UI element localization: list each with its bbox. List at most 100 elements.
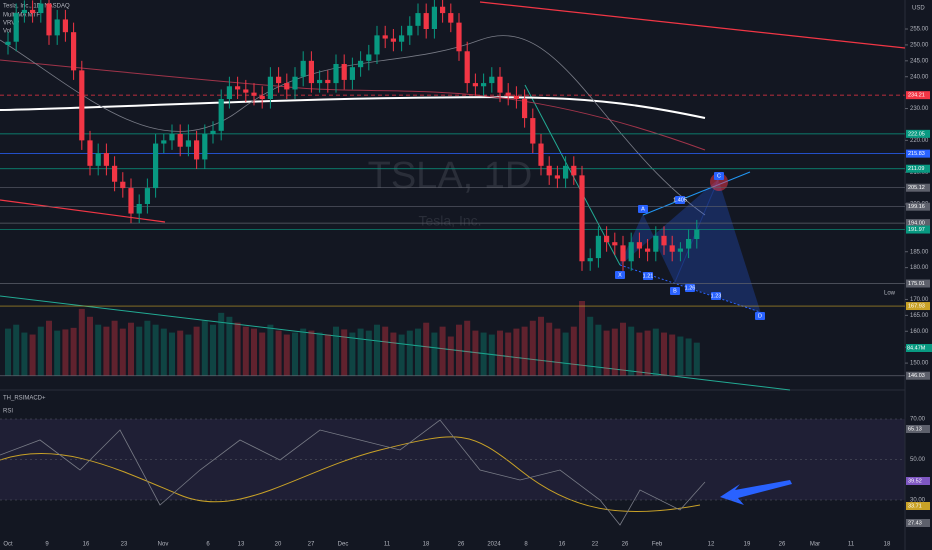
price-tag: [906, 371, 930, 380]
trend-line: [0, 199, 166, 223]
candle-body: [112, 165, 118, 182]
candle-body: [669, 245, 675, 252]
volume-bar: [226, 316, 233, 376]
moving-average: [0, 96, 706, 119]
candle-body: [300, 60, 306, 77]
candle-body: [194, 140, 200, 160]
volume-bar: [423, 322, 430, 376]
candle-body: [103, 153, 109, 166]
candle-body: [390, 38, 396, 42]
pattern-label-box: [755, 312, 765, 320]
volume-bar: [472, 330, 479, 376]
volume-bar: [275, 330, 282, 376]
candle-body: [169, 134, 175, 141]
candle-body: [38, 3, 44, 14]
pattern-label: X: [618, 272, 622, 278]
volume-bar: [333, 326, 339, 376]
candle-body: [95, 153, 101, 166]
candle-body: [46, 3, 52, 36]
volume-bar: [283, 334, 290, 376]
candle-body: [202, 134, 208, 160]
watermark-sub: Tesla, Inc.: [418, 213, 481, 229]
moving-average: [0, 59, 706, 151]
pattern-label-box: [685, 284, 695, 292]
candle-body: [21, 9, 27, 14]
volume-bar: [87, 316, 93, 376]
candle-body: [636, 242, 642, 249]
candle-body: [120, 181, 126, 189]
volume-bar: [562, 332, 569, 376]
volume-bar: [242, 326, 249, 376]
y-tick-label: 70.00: [910, 417, 926, 423]
trend-line: [479, 1, 906, 49]
x-tick-label: 27: [308, 542, 315, 548]
y-tick-label: 165.00: [910, 313, 929, 319]
volume-bar: [554, 328, 561, 376]
candle-body: [563, 165, 569, 179]
currency: USD: [912, 6, 925, 12]
candle-body: [464, 51, 470, 84]
y-tick-label: 250.00: [910, 42, 929, 48]
pattern-leg: [642, 171, 751, 216]
candle-body: [481, 83, 487, 87]
candle-body: [513, 95, 519, 99]
volume-bar: [611, 328, 618, 376]
volume-bar: [661, 332, 667, 376]
price-tag-label: 205.12: [908, 185, 925, 191]
candle-body: [530, 118, 536, 144]
y-tick-label: 255.00: [910, 27, 929, 33]
pattern-label-box: [714, 172, 724, 180]
rsi-tag: [906, 477, 930, 485]
volume-bar: [603, 330, 610, 376]
volume-bar: [669, 334, 676, 376]
candle-body: [382, 35, 388, 39]
candle-body: [177, 134, 183, 147]
volume-bar: [538, 316, 544, 376]
y-tick-label: 210.00: [910, 170, 929, 176]
volume-bar: [316, 332, 323, 376]
volume-bar: [595, 324, 602, 376]
pattern-label: C: [717, 173, 721, 179]
price-tag: [906, 164, 930, 173]
volume-bar: [292, 332, 298, 376]
candle-body: [87, 140, 93, 166]
pattern-label: 1.405: [673, 197, 687, 203]
y-tick-label: 170.00: [910, 297, 929, 303]
volume-bar: [365, 330, 372, 376]
candle-body: [472, 83, 478, 87]
volume-bar: [267, 324, 274, 376]
volume-bar: [587, 316, 594, 376]
candle-body: [308, 60, 314, 84]
candle-body: [251, 92, 257, 96]
volume-bar: [628, 326, 635, 376]
volume-bar: [234, 322, 241, 376]
candle-body: [612, 242, 618, 246]
indicator: Vol: [3, 29, 11, 35]
candle-body: [431, 6, 437, 30]
price-tag: [906, 129, 930, 138]
x-tick-label: 2024: [487, 542, 501, 548]
y-tick-label: 245.00: [910, 58, 929, 64]
x-tick-label: 23: [121, 542, 128, 548]
x-tick-label: Nov: [158, 542, 169, 548]
x-tick-label: 26: [458, 542, 465, 548]
candle-body: [456, 22, 462, 52]
candle-body: [595, 235, 601, 259]
x-tick-label: 8: [524, 542, 528, 548]
volume-bar: [382, 326, 389, 376]
volume-bar: [406, 330, 413, 376]
y-tick-label: 240.00: [910, 74, 929, 80]
candle-body: [30, 9, 36, 14]
y-tick-label: 185.00: [910, 249, 929, 255]
volume-bar: [431, 332, 438, 376]
rsi-name: RSI: [3, 409, 13, 415]
pattern-label: 1.23: [711, 293, 722, 299]
x-tick-label: Dec: [338, 542, 349, 548]
volume-bar: [259, 332, 266, 376]
volume-bar: [685, 338, 692, 376]
volume-bar: [464, 320, 471, 376]
candle-body: [259, 95, 265, 99]
candle-body: [325, 79, 331, 84]
volume-bar: [201, 320, 208, 376]
x-tick-label: 9: [45, 542, 49, 548]
